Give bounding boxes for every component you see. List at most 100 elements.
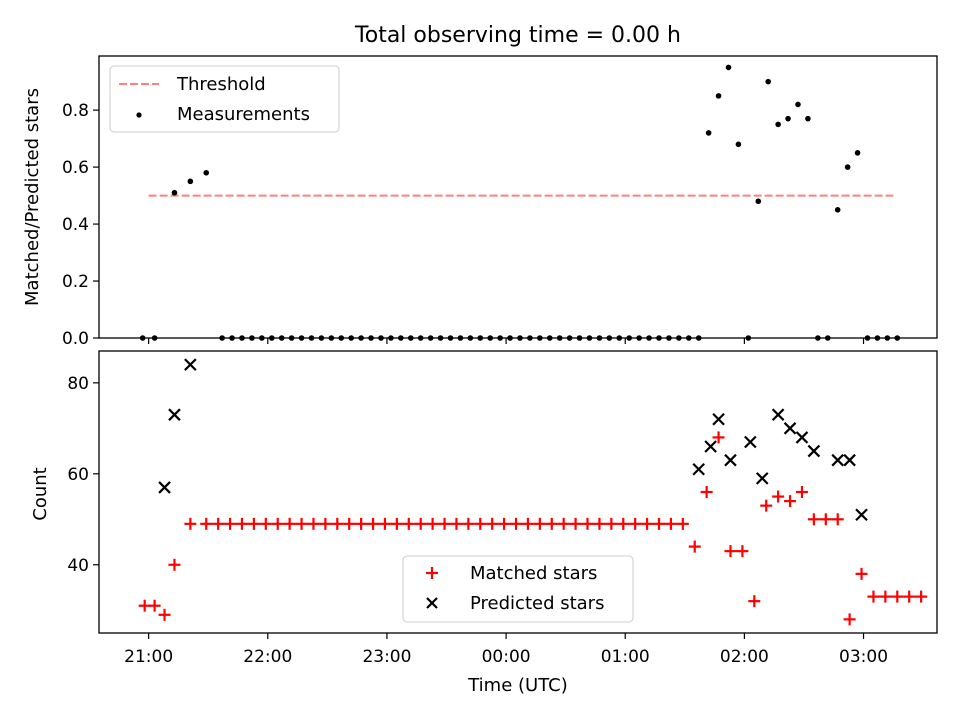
matched-star-point xyxy=(760,499,773,512)
bottom-x-tick-label: 02:00 xyxy=(720,647,769,667)
bottom-x-axis: 21:00 22:00 23:00 00:00 01:00 02:00 03:00 xyxy=(124,633,888,667)
matched-star-point xyxy=(355,517,368,530)
measurement-point xyxy=(735,141,742,148)
measurement-point xyxy=(834,207,841,213)
bottom-legend-box xyxy=(402,555,634,623)
measurement-point xyxy=(785,115,791,122)
top-panel: 0.00.20.40.60.8 Matched/Predicted stars … xyxy=(22,55,938,349)
measurement-point xyxy=(715,93,722,99)
matched-star-point xyxy=(498,517,511,530)
legend-predicted-swatch xyxy=(426,597,438,609)
legend-threshold-label: Threshold xyxy=(176,74,266,95)
bottom-y-axis-label: Count xyxy=(30,467,51,520)
matched-star-point xyxy=(867,590,880,603)
predicted-star-point xyxy=(744,435,757,449)
matched-star-point xyxy=(545,517,558,530)
bottom-x-tick-label: 03:00 xyxy=(839,647,888,667)
top-y-axis-label: Matched/Predicted stars xyxy=(22,88,43,306)
predicted-star-point xyxy=(712,412,725,426)
predicted-star-point xyxy=(755,472,769,485)
predicted-star-point xyxy=(843,453,856,467)
bottom-plot-frame xyxy=(98,350,938,634)
matched-star-point xyxy=(438,517,451,530)
matched-star-point xyxy=(772,490,785,503)
legend-matched-label: Matched stars xyxy=(470,563,597,584)
predicted-star-point xyxy=(704,440,717,453)
matched-star-point xyxy=(521,517,534,530)
matched-star-point xyxy=(652,517,665,530)
predicted-star-point xyxy=(692,462,705,476)
bottom-x-tick-label: 00:00 xyxy=(482,647,531,667)
top-y-tick-label: 0.2 xyxy=(62,272,89,292)
measurement-point xyxy=(171,189,178,196)
matched-star-point xyxy=(795,486,808,498)
legend-predicted-label: Predicted stars xyxy=(470,593,604,614)
predicted-star-point xyxy=(783,422,797,435)
matched-star-point xyxy=(593,517,606,530)
matched-star-point xyxy=(331,517,344,530)
measurement-point xyxy=(203,169,210,176)
bottom-y-tick-label: 60 xyxy=(67,465,89,485)
matched-star-point xyxy=(224,517,237,530)
top-y-tick-label: 0.0 xyxy=(62,329,89,349)
top-y-tick-label: 0.4 xyxy=(62,215,89,235)
measurement-point xyxy=(844,164,851,170)
matched-star-point xyxy=(450,517,463,530)
measurement-point xyxy=(705,130,712,136)
matched-star-point xyxy=(378,517,391,530)
bottom-x-tick-label: 01:00 xyxy=(601,647,650,667)
matched-star-point xyxy=(855,567,868,580)
measurement-point xyxy=(795,101,801,108)
matched-star-point xyxy=(557,517,570,530)
matched-star-point xyxy=(343,517,356,530)
bottom-y-tick-label: 40 xyxy=(67,556,89,576)
matched-star-point xyxy=(271,517,284,530)
predicted-star-point xyxy=(831,453,844,467)
matched-star-point xyxy=(402,517,415,530)
bottom-panel: 40 60 80 Count 21:00 22:00 23:00 00:00 01:00 02… xyxy=(30,350,938,696)
matched-star-point xyxy=(819,513,832,526)
matched-star-point xyxy=(664,517,677,530)
matched-star-point xyxy=(148,599,161,612)
measurement-point xyxy=(187,178,194,185)
matched-star-point xyxy=(581,517,594,530)
legend-measurements-swatch xyxy=(136,112,142,118)
measurement-point xyxy=(765,78,772,85)
bottom-y-tick-label: 80 xyxy=(67,374,89,394)
matched-star-point xyxy=(184,517,197,530)
bottom-x-tick-label: 22:00 xyxy=(243,647,292,667)
bottom-y-axis: 40 60 80 xyxy=(67,374,99,576)
predicted-star-point xyxy=(795,431,809,444)
matched-star-point xyxy=(617,517,630,530)
matched-star-point xyxy=(200,517,213,530)
matched-star-point xyxy=(748,595,761,608)
top-x-axis xyxy=(148,338,865,344)
top-legend-box xyxy=(109,65,340,133)
matched-star-point xyxy=(319,517,332,530)
matched-star-point xyxy=(569,517,582,530)
top-y-axis: 0.0 0.2 0.4 0.6 0.8 xyxy=(62,101,99,349)
matched-star-point xyxy=(367,517,380,530)
measurement-point xyxy=(755,198,762,205)
legend-matched-swatch xyxy=(426,567,438,579)
predicted-star-point xyxy=(807,444,821,458)
matched-star-point xyxy=(688,540,701,553)
matched-star-point xyxy=(807,513,820,526)
predicted-star-point xyxy=(168,408,181,421)
x-axis-label: Time (UTC) xyxy=(467,675,568,696)
matched-star-point xyxy=(533,517,546,530)
matched-star-point xyxy=(915,590,928,603)
measurement-point xyxy=(805,115,811,122)
matched-star-point xyxy=(474,517,487,530)
measurement-point xyxy=(854,150,861,156)
matched-star-point xyxy=(605,517,618,530)
matched-star-point xyxy=(307,517,320,530)
bottom-legend: Matched stars Predicted stars xyxy=(402,555,634,623)
matched-star-point xyxy=(879,590,892,603)
matched-star-point xyxy=(158,608,171,621)
matched-star-point xyxy=(247,517,260,530)
matched-star-point xyxy=(676,517,689,530)
matched-star-point xyxy=(235,517,248,530)
measurement-point xyxy=(725,64,732,71)
